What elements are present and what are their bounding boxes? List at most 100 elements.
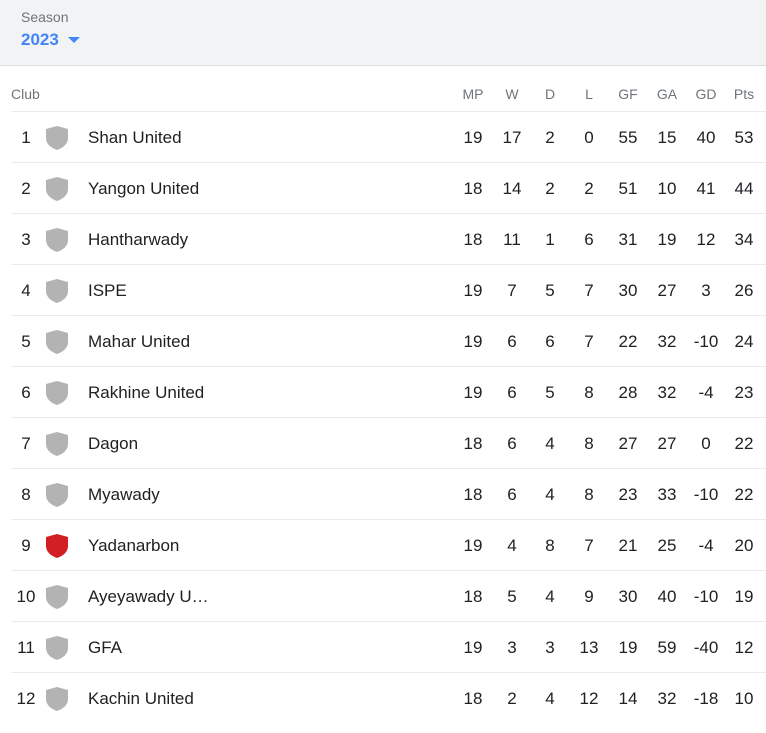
club-name[interactable]: Rakhine United bbox=[88, 383, 205, 402]
rank: 9 bbox=[21, 536, 31, 555]
cell-d: 3 bbox=[545, 638, 555, 657]
table-row[interactable]: 5 Mahar United 19 6 6 7 22 32 -10 24 bbox=[11, 316, 766, 367]
table-row[interactable]: 6 Rakhine United 19 6 5 8 28 32 -4 23 bbox=[11, 367, 766, 418]
cell-pts: 20 bbox=[734, 536, 754, 555]
dropdown-arrow-icon bbox=[67, 37, 80, 43]
table-row[interactable]: 7 Dagon 18 6 4 8 27 27 0 22 bbox=[11, 418, 766, 469]
cell-ga: 27 bbox=[657, 281, 677, 300]
cell-l: 7 bbox=[584, 536, 594, 555]
cell-d: 4 bbox=[545, 689, 555, 708]
col-d: D bbox=[544, 86, 556, 102]
cell-pts: 53 bbox=[734, 128, 754, 147]
rank: 5 bbox=[21, 332, 31, 351]
rank: 11 bbox=[17, 638, 35, 657]
season-value: 2023 bbox=[21, 30, 59, 49]
cell-w: 17 bbox=[502, 128, 522, 147]
cell-l: 13 bbox=[579, 638, 599, 657]
season-selector-bar: Season 2023 bbox=[0, 0, 766, 66]
club-crest-icon bbox=[46, 432, 68, 456]
cell-pts: 34 bbox=[734, 230, 754, 249]
rank: 4 bbox=[21, 281, 31, 300]
club-name[interactable]: Hantharwady bbox=[88, 230, 189, 249]
col-club: Club bbox=[11, 86, 40, 102]
cell-gf: 23 bbox=[618, 485, 638, 504]
cell-ga: 33 bbox=[657, 485, 677, 504]
table-row[interactable]: 9 Yadanarbon 19 4 8 7 21 25 -4 20 bbox=[11, 520, 766, 571]
cell-w: 11 bbox=[503, 230, 521, 249]
table-row[interactable]: 2 Yangon United 18 14 2 2 51 10 41 44 bbox=[11, 163, 766, 214]
club-crest-icon bbox=[46, 330, 68, 354]
club-crest-icon bbox=[46, 636, 68, 660]
col-pts: Pts bbox=[733, 86, 755, 102]
col-l: L bbox=[585, 86, 593, 102]
cell-gd: 12 bbox=[696, 230, 716, 249]
rank: 10 bbox=[16, 587, 36, 606]
cell-w: 6 bbox=[507, 383, 517, 402]
club-name[interactable]: Yadanarbon bbox=[88, 536, 180, 555]
cell-pts: 44 bbox=[734, 179, 754, 198]
club-name[interactable]: Kachin United bbox=[88, 689, 194, 708]
cell-l: 6 bbox=[584, 230, 594, 249]
rank: 1 bbox=[21, 128, 31, 147]
cell-mp: 19 bbox=[463, 128, 483, 147]
table-row[interactable]: 4 ISPE 19 7 5 7 30 27 3 26 bbox=[11, 265, 766, 316]
season-dropdown[interactable]: 2023 bbox=[21, 30, 80, 50]
table-row[interactable]: 12 Kachin United 18 2 4 12 14 32 -18 10 bbox=[11, 673, 766, 724]
table-header: Club MP W D L GF GA GD Pts bbox=[11, 66, 766, 112]
club-name[interactable]: Yangon United bbox=[88, 179, 200, 198]
club-name[interactable]: ISPE bbox=[88, 281, 127, 300]
table-row[interactable]: 11 GFA 19 3 3 13 19 59 -40 12 bbox=[11, 622, 766, 673]
cell-pts: 23 bbox=[734, 383, 754, 402]
club-name[interactable]: Dagon bbox=[88, 434, 139, 453]
club-crest-icon bbox=[46, 687, 68, 711]
cell-gd: -10 bbox=[693, 485, 719, 504]
cell-ga: 25 bbox=[657, 536, 677, 555]
cell-l: 8 bbox=[584, 485, 594, 504]
cell-gf: 19 bbox=[618, 638, 638, 657]
cell-mp: 19 bbox=[463, 281, 483, 300]
table-row[interactable]: 1 Shan United 19 17 2 0 55 15 40 53 bbox=[11, 112, 766, 163]
cell-gd: -4 bbox=[698, 536, 714, 555]
cell-w: 6 bbox=[507, 434, 517, 453]
rank: 3 bbox=[21, 230, 31, 249]
cell-pts: 26 bbox=[734, 281, 754, 300]
cell-gd: 3 bbox=[701, 281, 711, 300]
cell-pts: 24 bbox=[734, 332, 754, 351]
club-crest-icon bbox=[46, 228, 68, 252]
cell-d: 5 bbox=[545, 281, 555, 300]
cell-ga: 32 bbox=[657, 689, 677, 708]
cell-pts: 10 bbox=[734, 689, 754, 708]
table-row[interactable]: 8 Myawady 18 6 4 8 23 33 -10 22 bbox=[11, 469, 766, 520]
cell-ga: 19 bbox=[657, 230, 677, 249]
cell-gd: -10 bbox=[693, 332, 719, 351]
club-crest-icon bbox=[46, 585, 68, 609]
table-row[interactable]: 3 Hantharwady 18 11 1 6 31 19 12 34 bbox=[11, 214, 766, 265]
col-w: W bbox=[505, 86, 519, 102]
table-row[interactable]: 10 Ayeyawady U… 18 5 4 9 30 40 -10 19 bbox=[11, 571, 766, 622]
cell-ga: 32 bbox=[657, 383, 677, 402]
cell-gd: 41 bbox=[696, 179, 716, 198]
club-name[interactable]: Shan United bbox=[88, 128, 182, 147]
cell-gf: 31 bbox=[618, 230, 638, 249]
club-name[interactable]: GFA bbox=[88, 638, 123, 657]
col-ga: GA bbox=[656, 86, 678, 102]
cell-mp: 19 bbox=[463, 536, 483, 555]
cell-d: 4 bbox=[545, 587, 555, 606]
cell-gf: 55 bbox=[618, 128, 638, 147]
cell-w: 6 bbox=[507, 332, 517, 351]
cell-mp: 18 bbox=[463, 434, 483, 453]
club-name[interactable]: Myawady bbox=[88, 485, 160, 504]
cell-ga: 59 bbox=[657, 638, 677, 657]
cell-mp: 18 bbox=[463, 485, 483, 504]
cell-d: 4 bbox=[545, 434, 555, 453]
club-name[interactable]: Mahar United bbox=[88, 332, 191, 351]
cell-l: 0 bbox=[584, 128, 594, 147]
cell-l: 8 bbox=[584, 383, 594, 402]
cell-gd: -4 bbox=[698, 383, 714, 402]
club-name[interactable]: Ayeyawady U… bbox=[88, 587, 209, 606]
cell-w: 4 bbox=[507, 536, 517, 555]
cell-ga: 10 bbox=[657, 179, 677, 198]
club-crest-icon bbox=[46, 177, 68, 201]
rank: 12 bbox=[16, 689, 36, 708]
cell-gd: -18 bbox=[693, 689, 719, 708]
